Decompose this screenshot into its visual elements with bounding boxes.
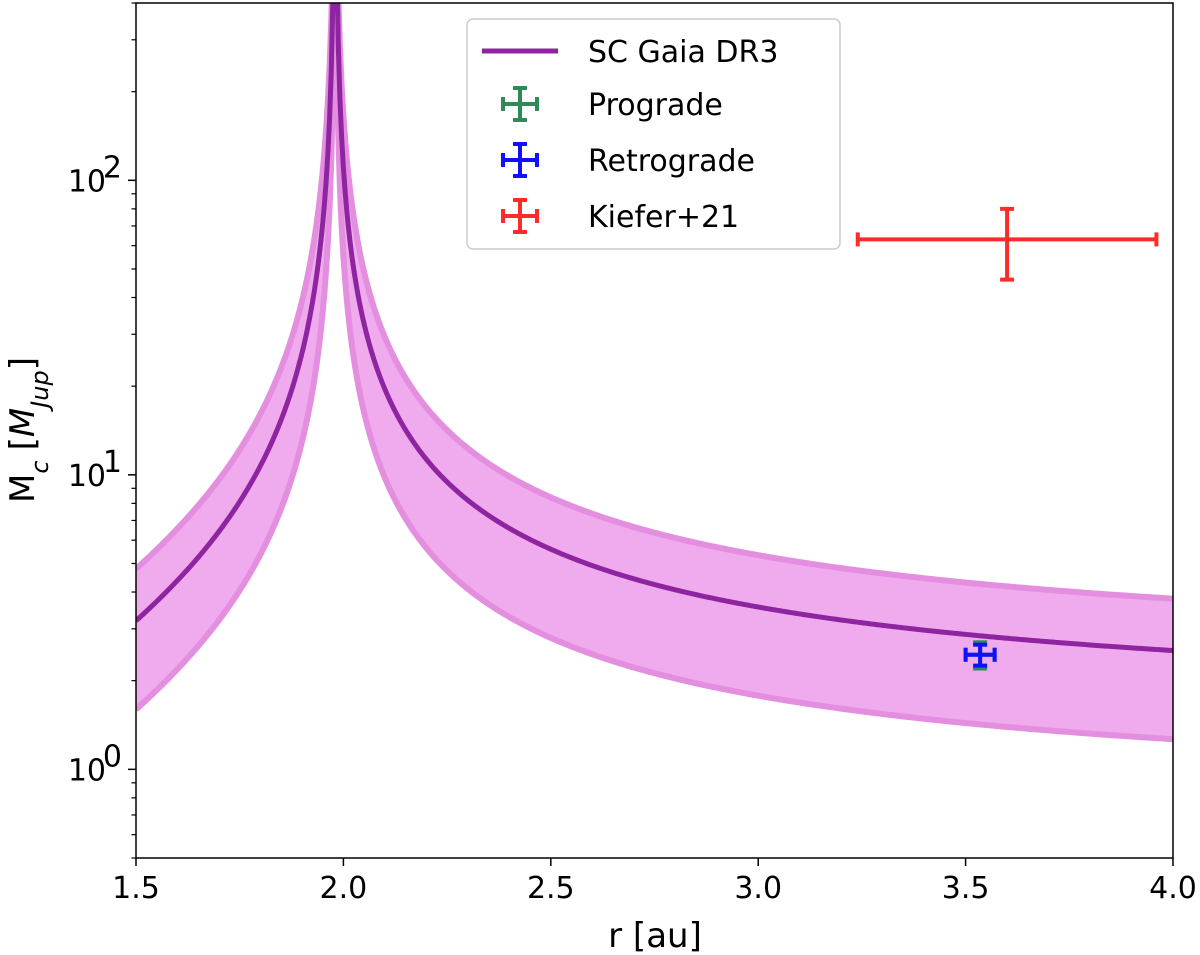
x-axis-title: r [au] — [608, 916, 702, 955]
legend-box — [466, 18, 841, 250]
y-axis-title-sub: c — [26, 460, 54, 473]
legend-item-prograde: Prograde — [501, 86, 723, 123]
y-tick-label-base: 10 — [68, 164, 106, 199]
svg-text:Mc[MJup]: Mc[MJup] — [3, 357, 54, 503]
y-tick-label-base: 10 — [68, 753, 106, 788]
y-tick-label: 10 — [68, 753, 106, 788]
y-tick-label: 10 — [68, 459, 106, 494]
band-lower-edge — [136, 3, 1173, 743]
x-tick-label: 4.0 — [1149, 871, 1197, 906]
y-tick-label-exponent: 1 — [103, 445, 122, 480]
legend: SC Gaia DR3 Prograde Retrograde Kiefer+21 — [466, 18, 841, 250]
y-axis-title-bracket-open: [ — [3, 437, 43, 450]
legend-item-retrograde: Retrograde — [501, 142, 755, 179]
y-axis-title: Mc[MJup] — [3, 357, 54, 503]
legend-item-kiefer-21: Kiefer+21 — [501, 198, 739, 235]
y-tick-label: 10 — [68, 164, 106, 199]
y-tick-label-exponent: 0 — [103, 739, 122, 774]
x-tick-label: 3.0 — [734, 871, 782, 906]
retrograde-errorbar — [963, 642, 997, 668]
y-tick-label-base: 10 — [68, 459, 106, 494]
kiefer-21-errorbar — [855, 206, 1159, 282]
x-tick-label: 3.5 — [942, 871, 990, 906]
y-axis-title-bracket-close: ] — [3, 357, 43, 370]
legend-label: SC Gaia DR3 — [588, 35, 778, 70]
legend-label: Kiefer+21 — [588, 200, 739, 235]
legend-label: Retrograde — [588, 144, 755, 179]
band-upper-edge — [136, 3, 1173, 602]
y-axis-title-unit: M — [3, 408, 43, 437]
y-tick-label-exponent: 2 — [103, 150, 122, 185]
axes-frame — [135, 2, 1174, 859]
legend-label: Prograde — [588, 88, 723, 123]
band-fill — [136, 3, 1173, 740]
x-tick-label: 2.0 — [320, 871, 368, 906]
sc-gaia-dr3-line — [136, 3, 1173, 654]
y-axis-title-main: M — [3, 474, 43, 503]
x-axis: 1.5 2.0 2.5 3.0 3.5 4.0 — [112, 858, 1197, 906]
legend-item-sc-gaia-dr3: SC Gaia DR3 — [482, 35, 778, 70]
x-tick-label: 2.5 — [527, 871, 575, 906]
plot-content — [136, 3, 1173, 743]
x-tick-label: 1.5 — [112, 871, 160, 906]
y-axis-title-unit-sub: Jup — [26, 370, 54, 412]
